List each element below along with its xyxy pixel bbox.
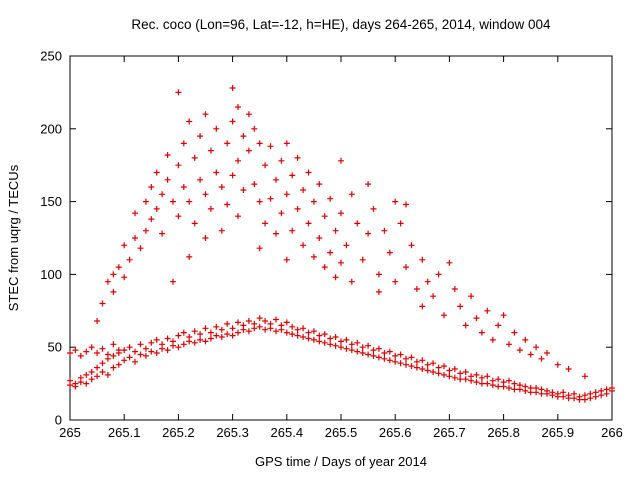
tick-label: 0 — [55, 413, 62, 428]
tick-label: 50 — [48, 340, 62, 355]
tick-label: 265.3 — [216, 425, 249, 440]
axis-ticks — [69, 55, 613, 421]
chart-title: Rec. coco (Lon=96, Lat=-12, h=HE), days … — [131, 17, 551, 32]
axis-tick-labels: 265 265.1 265.2 265.3 265.4 265.5 265.6 265.7 26… — [40, 49, 623, 441]
tick-label: 265.6 — [379, 425, 412, 440]
tick-label: 200 — [40, 121, 62, 136]
tick-label: 266 — [601, 425, 623, 440]
tick-label: 265 — [59, 425, 81, 440]
tick-label: 265.7 — [433, 425, 466, 440]
tick-label: 150 — [40, 194, 62, 209]
y-axis-label: STEC from uqrg / TECUs — [6, 164, 21, 311]
data-points-layer — [67, 85, 615, 403]
plot-border — [69, 55, 613, 421]
data-points — [67, 85, 615, 403]
tick-label: 265.9 — [542, 425, 575, 440]
tick-label: 265.2 — [162, 425, 195, 440]
tick-label: 265.1 — [108, 425, 141, 440]
tick-label: 265.8 — [487, 425, 520, 440]
tick-label: 265.5 — [325, 425, 358, 440]
tick-label: 250 — [40, 49, 62, 64]
x-axis-label: GPS time / Days of year 2014 — [255, 454, 427, 469]
tick-label: 100 — [40, 267, 62, 282]
tick-label: 265.4 — [271, 425, 304, 440]
